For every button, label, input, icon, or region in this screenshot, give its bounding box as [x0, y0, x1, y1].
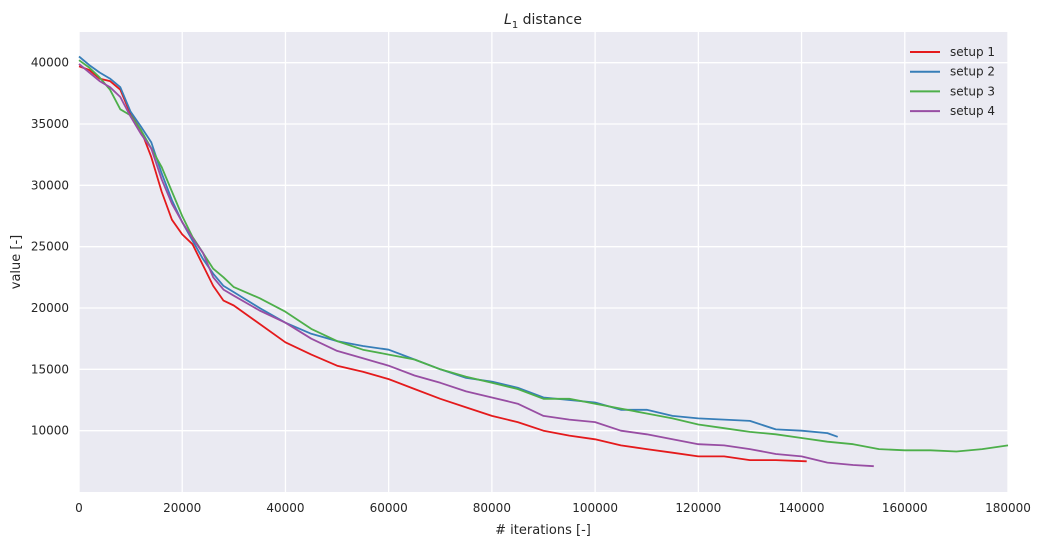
series-line-2: [78, 55, 839, 438]
chart-title: L1 distance: [504, 12, 582, 31]
y-tick-label: 30000: [31, 178, 69, 192]
title-main: L: [504, 12, 512, 28]
y-tick-label: 15000: [31, 362, 69, 376]
x-tick-label: 100000: [572, 501, 618, 515]
x-axis-label: # iterations [-]: [495, 523, 591, 538]
x-tick-label: 20000: [163, 501, 201, 515]
series-line-4: [78, 63, 874, 468]
x-tick-label: 80000: [473, 501, 511, 515]
y-tick-label: 20000: [31, 301, 69, 315]
x-tick-label: 160000: [882, 501, 928, 515]
legend-label-4: setup 4: [950, 104, 995, 118]
x-tick-label: 0: [75, 501, 83, 515]
x-tick-label: 180000: [985, 501, 1031, 515]
legend-label-3: setup 3: [950, 84, 995, 98]
x-tick-label: 140000: [779, 501, 825, 515]
plot-area: [79, 32, 1008, 492]
y-tick-label: 10000: [31, 424, 69, 438]
y-tick-label: 25000: [31, 240, 69, 254]
series-lines: [78, 55, 1009, 468]
y-axis-label: value [-]: [9, 235, 24, 289]
x-tick-label: 40000: [266, 501, 304, 515]
legend-label-1: setup 1: [950, 45, 995, 59]
title-suffix: distance: [518, 12, 582, 28]
x-tick-label: 60000: [370, 501, 408, 515]
x-tick-label: 120000: [675, 501, 721, 515]
legend-label-2: setup 2: [950, 65, 995, 79]
y-tick-label: 35000: [31, 117, 69, 131]
tick-labels: 0 20000 40000 60000 80000 100000 120000 140000 1…: [31, 56, 1031, 515]
y-tick-label: 40000: [31, 56, 69, 70]
legend: setup 1 setup 2 setup 3 setup 4: [910, 45, 995, 118]
title-subscript: 1: [512, 20, 518, 31]
grid: [78, 32, 1009, 492]
series-line-3: [78, 59, 1009, 453]
